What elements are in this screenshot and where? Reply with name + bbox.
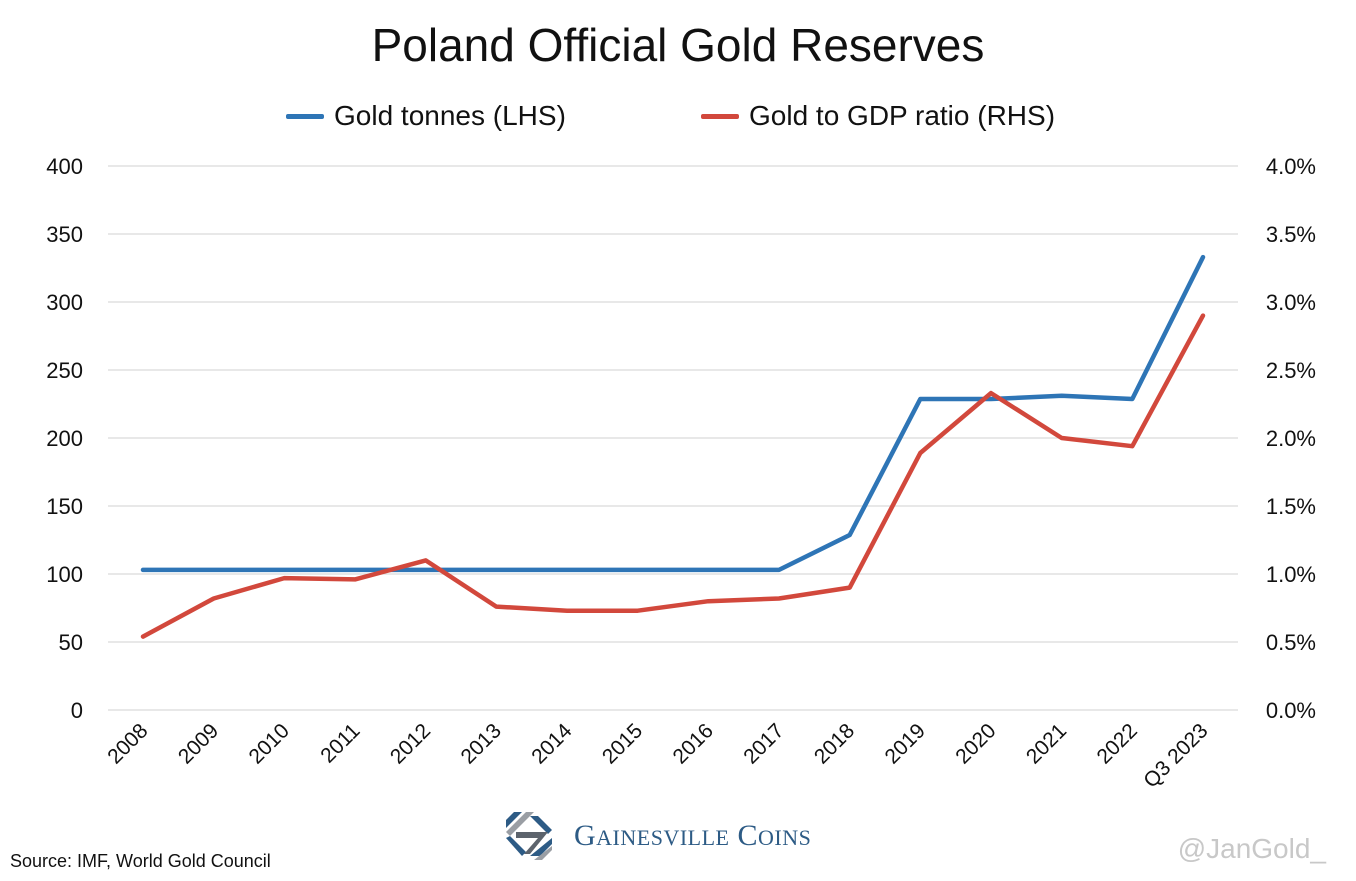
- x-tick-label: 2015: [598, 719, 647, 768]
- legend-label-gold-gdp-ratio: Gold to GDP ratio (RHS): [749, 100, 1056, 131]
- right-tick-label: 4.0%: [1266, 154, 1316, 179]
- right-tick-label: 2.5%: [1266, 358, 1316, 383]
- series-line-gold-gdp-ratio: [140, 313, 1206, 639]
- legend-item-gold-gdp-ratio: Gold to GDP ratio (RHS): [701, 100, 1055, 132]
- left-tick-label: 0: [71, 698, 83, 723]
- author-watermark: @JanGold_: [1177, 833, 1326, 864]
- legend-swatch-blue: [286, 113, 324, 119]
- left-tick-label: 300: [46, 290, 83, 315]
- left-tick-label: 250: [46, 358, 83, 383]
- series-lines: [140, 254, 1206, 639]
- brand-name: GAINESVILLE COINS: [574, 819, 812, 852]
- right-tick-label: 3.5%: [1266, 222, 1316, 247]
- x-tick-label: 2013: [457, 719, 506, 768]
- x-tick-label: 2021: [1022, 719, 1071, 768]
- x-axis-ticks: 2008 2009 2010 2011 2012 2013 2014 2015 2016 2017…: [103, 719, 1212, 792]
- gridlines: [108, 165, 1238, 711]
- x-tick-label: 2018: [810, 719, 859, 768]
- left-tick-label: 100: [46, 562, 83, 587]
- right-tick-label: 1.5%: [1266, 494, 1316, 519]
- x-tick-label: Q3 2023: [1139, 719, 1212, 792]
- legend-item-gold-tonnes: Gold tonnes (LHS): [286, 100, 566, 132]
- gainesville-coins-logo-icon: [506, 812, 552, 860]
- series-line-gold-tonnes: [140, 254, 1206, 573]
- left-tick-label: 350: [46, 222, 83, 247]
- right-tick-label: 0.5%: [1266, 630, 1316, 655]
- x-tick-label: 2016: [669, 719, 718, 768]
- x-tick-label: 2020: [951, 719, 1000, 768]
- x-tick-label: 2011: [316, 719, 364, 767]
- right-tick-label: 1.0%: [1266, 562, 1316, 587]
- left-axis-ticks: 0 50 100 150 200 250 300 350 400: [46, 154, 83, 723]
- gainesville-coins-logo: GAINESVILLE COINS: [500, 808, 811, 864]
- x-tick-label: 2022: [1093, 719, 1142, 768]
- left-tick-label: 150: [46, 494, 83, 519]
- source-note: Source: IMF, World Gold Council: [10, 851, 271, 871]
- legend: Gold tonnes (LHS) Gold to GDP ratio (RHS…: [0, 100, 1356, 140]
- legend-swatch-red: [701, 113, 739, 119]
- right-axis-ticks: 0.0% 0.5% 1.0% 1.5% 2.0% 2.5% 3.0% 3.5% 4.0%: [1266, 154, 1316, 723]
- x-tick-label: 2012: [386, 719, 435, 768]
- left-tick-label: 400: [46, 154, 83, 179]
- right-tick-label: 2.0%: [1266, 426, 1316, 451]
- x-tick-label: 2009: [174, 719, 223, 768]
- left-tick-label: 200: [46, 426, 83, 451]
- right-tick-label: 0.0%: [1266, 698, 1316, 723]
- x-tick-label: 2010: [245, 719, 294, 768]
- x-tick-label: 2008: [103, 719, 152, 768]
- x-tick-label: 2019: [881, 719, 930, 768]
- legend-label-gold-tonnes: Gold tonnes (LHS): [334, 100, 566, 131]
- x-tick-label: 2014: [527, 719, 577, 769]
- x-tick-label: 2017: [739, 719, 788, 768]
- chart-title: Poland Official Gold Reserves: [371, 19, 985, 71]
- left-tick-label: 50: [59, 630, 83, 655]
- right-tick-label: 3.0%: [1266, 290, 1316, 315]
